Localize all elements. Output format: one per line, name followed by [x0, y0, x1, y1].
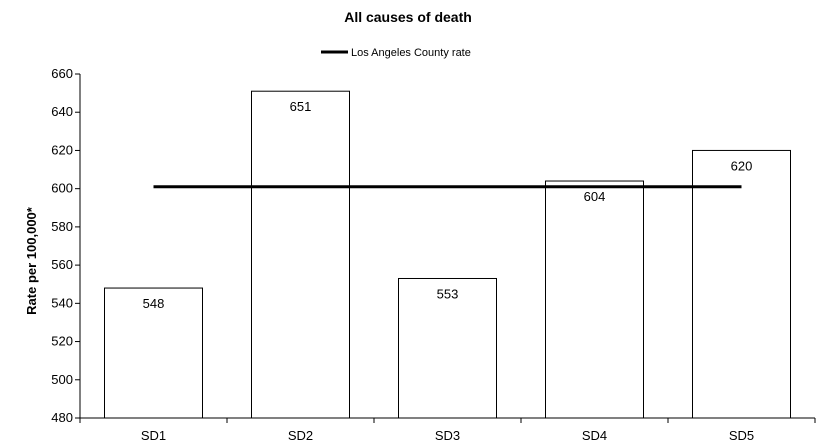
x-tick-label: SD3: [435, 428, 460, 443]
y-tick-label: 500: [51, 372, 73, 387]
legend: Los Angeles County rate: [321, 47, 471, 59]
y-tick-label: 480: [51, 410, 73, 425]
x-axis: SD1 SD2 SD3 SD4 SD5: [79, 417, 816, 443]
y-tick-label: 560: [51, 257, 73, 272]
y-axis-label: Rate per 100,000*: [24, 206, 39, 315]
data-label: 651: [290, 99, 312, 114]
bar-sd1: [104, 287, 203, 419]
bar-sd2: [251, 90, 350, 419]
y-tick-label: 640: [51, 104, 73, 119]
x-tick-label: SD4: [582, 428, 607, 443]
y-tick-label: 540: [51, 295, 73, 310]
y-tick-label: 620: [51, 142, 73, 157]
data-label: 548: [143, 296, 165, 311]
bar-sd5: [692, 149, 791, 419]
y-axis: 480 500 520 540 560 580 600 620 640 660: [51, 66, 81, 425]
x-tick-label: SD1: [141, 428, 166, 443]
y-tick-label: 600: [51, 181, 73, 196]
y-tick-label: 580: [51, 219, 73, 234]
y-tick-label: 520: [51, 334, 73, 349]
data-label: 553: [437, 286, 459, 301]
x-tick-label: SD2: [288, 428, 313, 443]
y-tick-label: 660: [51, 66, 73, 81]
x-tick-label: SD5: [729, 428, 754, 443]
chart-title: All causes of death: [344, 9, 472, 25]
data-label: 620: [731, 158, 753, 173]
bars: 548 651 553 604 620: [104, 90, 791, 419]
bar-sd4: [545, 180, 644, 419]
bar-sd3: [398, 277, 497, 419]
data-label: 604: [584, 189, 606, 204]
legend-label: Los Angeles County rate: [351, 47, 471, 59]
